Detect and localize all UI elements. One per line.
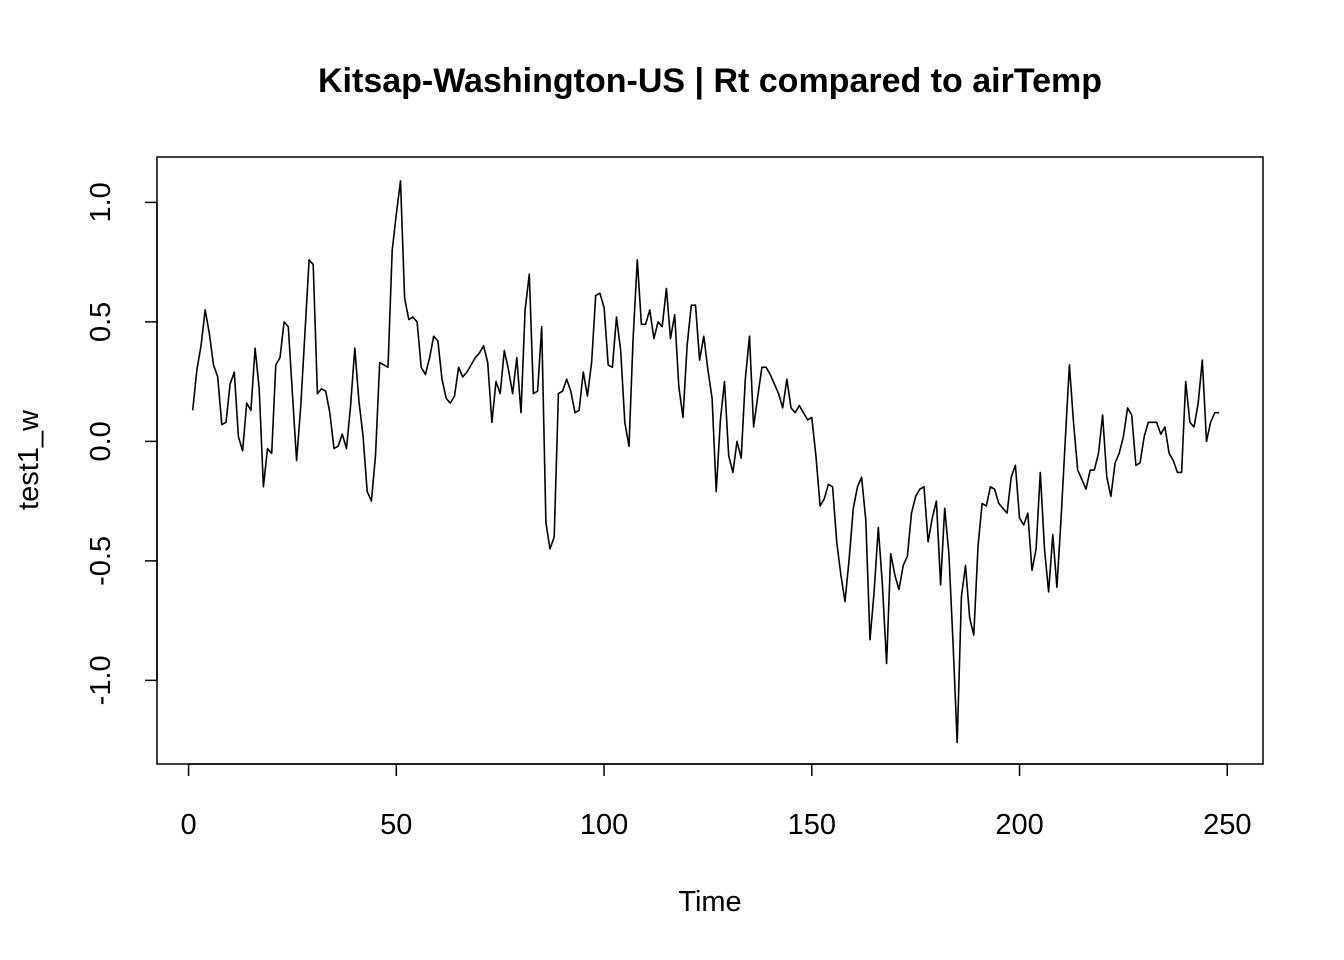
x-tick-label: 100 <box>580 809 628 841</box>
x-tick-label: 250 <box>1203 809 1251 841</box>
y-tick-label: 0.0 <box>85 421 117 461</box>
y-axis: -1.0 -0.5 0.0 0.5 1.0 <box>85 182 158 705</box>
chart-title: Kitsap-Washington-US | Rt compared to ai… <box>318 62 1102 100</box>
x-tick-label: 150 <box>788 809 836 841</box>
y-axis-label: test1_w <box>13 409 45 510</box>
y-tick-label: -1.0 <box>85 655 117 705</box>
y-tick-label: -0.5 <box>85 536 117 586</box>
x-tick-label: 0 <box>181 809 197 841</box>
y-tick-label: 0.5 <box>85 302 117 342</box>
x-axis-label: Time <box>678 886 741 918</box>
x-axis: 0 50 100 150 200 250 <box>181 763 1251 841</box>
series-line <box>191 180 1219 744</box>
y-tick-label: 1.0 <box>85 182 117 222</box>
x-tick-label: 50 <box>380 809 412 841</box>
x-tick-label: 200 <box>995 809 1043 841</box>
